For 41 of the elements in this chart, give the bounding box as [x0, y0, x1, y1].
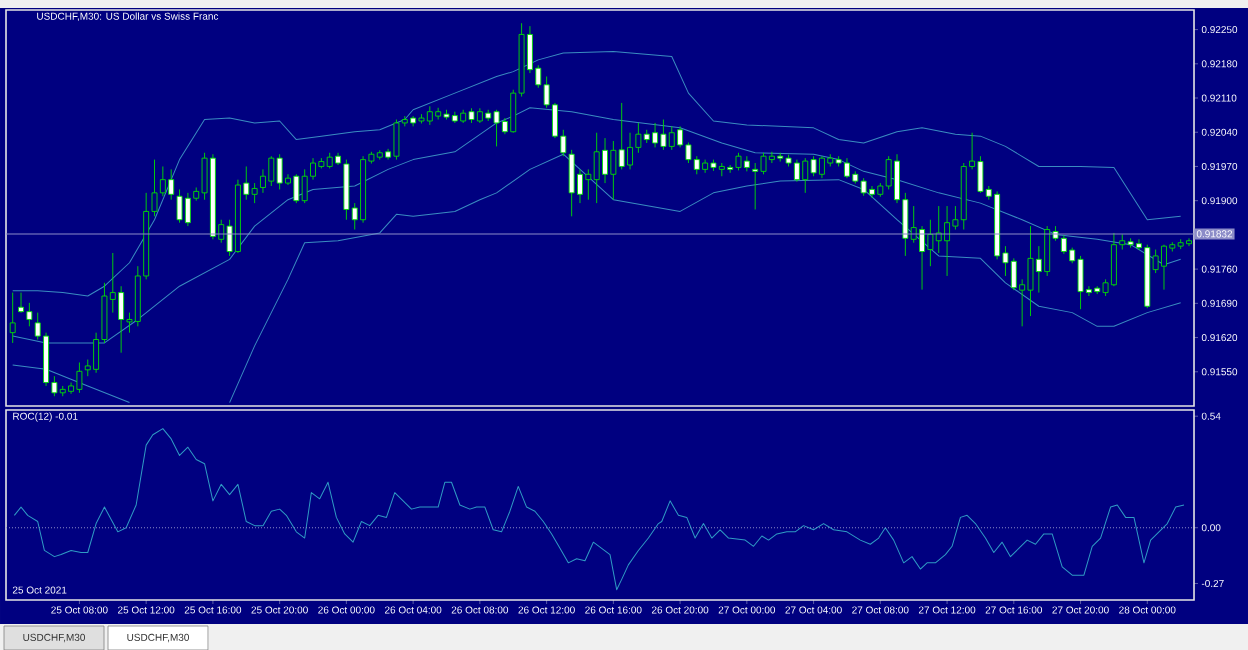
candlestick — [977, 155, 984, 194]
candlestick — [810, 155, 817, 177]
candlestick — [768, 151, 775, 164]
candlestick — [944, 205, 951, 277]
candlestick — [176, 188, 183, 224]
candlestick — [1077, 255, 1084, 310]
candlestick — [760, 152, 767, 175]
candlestick — [1110, 232, 1117, 287]
candlestick — [593, 132, 600, 204]
candlestick — [1027, 225, 1034, 317]
candlestick — [251, 182, 258, 204]
candlestick — [802, 157, 809, 194]
line-series — [12, 51, 1182, 297]
candlestick — [9, 292, 16, 344]
candlestick — [276, 153, 283, 190]
candlestick — [343, 159, 350, 221]
candlestick — [293, 173, 300, 204]
candlestick — [610, 140, 617, 201]
candlestick — [1044, 225, 1051, 277]
candlestick — [927, 219, 934, 267]
candlestick — [268, 155, 275, 187]
candlestick — [301, 168, 308, 204]
candlestick — [1186, 237, 1192, 247]
candlestick — [618, 102, 625, 170]
candlestick — [26, 302, 33, 327]
candlestick — [668, 125, 675, 151]
candlestick — [752, 162, 759, 210]
candlestick — [184, 192, 191, 227]
candlestick — [660, 119, 667, 151]
candlestick — [652, 122, 659, 148]
candlestick — [818, 155, 825, 179]
candlestick — [393, 119, 400, 161]
candlestick — [1060, 234, 1067, 255]
candlestick — [568, 149, 575, 217]
candlestick — [118, 285, 125, 354]
candlestick — [426, 105, 433, 126]
candlestick — [168, 168, 175, 201]
candlestick — [76, 362, 83, 394]
candlestick — [1010, 257, 1017, 291]
candlestick — [793, 159, 800, 183]
candlestick — [493, 109, 500, 147]
